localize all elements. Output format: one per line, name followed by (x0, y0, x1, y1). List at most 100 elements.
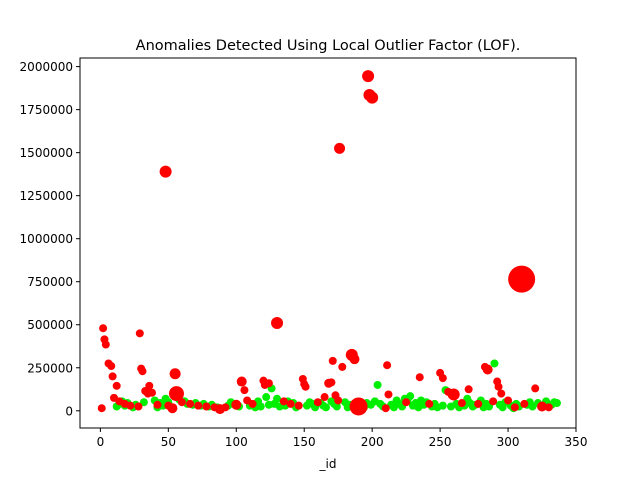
outlier-point (537, 401, 548, 412)
outlier-point (544, 403, 553, 412)
outlier-point (402, 398, 411, 407)
x-axis: 0 50 100 150 200 250 300 350 (97, 428, 588, 449)
y-tick-label: 500000 (27, 318, 73, 332)
outlier-point (510, 403, 519, 412)
outlier-point (240, 386, 249, 395)
outlier-point (366, 91, 379, 104)
inlier-point (373, 380, 382, 389)
outlier-point (169, 368, 181, 380)
outlier-point (153, 400, 162, 409)
inlier-point (139, 398, 148, 407)
x-tick-label: 150 (293, 435, 316, 449)
outlier-point (328, 356, 337, 365)
outlier-point (236, 376, 247, 387)
chart-title: Anomalies Detected Using Local Outlier F… (136, 38, 521, 54)
x-tick-label: 100 (225, 435, 248, 449)
outlier-point (148, 388, 157, 397)
outlier-point (97, 404, 106, 413)
y-tick-label: 0 (65, 404, 73, 418)
outlier-point (248, 399, 257, 408)
outlier-point (362, 70, 375, 83)
outlier-point (504, 396, 513, 405)
outlier-point (482, 364, 493, 375)
outlier-point (167, 403, 178, 414)
y-tick-label: 1250000 (20, 189, 73, 203)
outlier-point (457, 399, 466, 408)
outlier-point (159, 165, 172, 178)
outlier-point (134, 402, 143, 411)
outlier-point (138, 367, 147, 376)
x-tick-label: 200 (361, 435, 384, 449)
inlier-point (256, 402, 265, 411)
y-tick-label: 750000 (27, 275, 73, 289)
outlier-point (264, 379, 273, 388)
outlier-point (107, 362, 116, 371)
outlier-point (489, 397, 498, 406)
inlier-point (438, 401, 447, 410)
inlier-point (490, 359, 499, 368)
outlier-point (145, 381, 154, 390)
outlier-point (194, 401, 203, 410)
inlier-point (332, 402, 341, 411)
outlier-point (294, 401, 303, 410)
outlier-point (381, 404, 390, 413)
outlier-point (415, 373, 424, 382)
outlier-point (349, 354, 360, 365)
outlier-point (508, 265, 536, 293)
outlier-point (425, 399, 434, 408)
outlier-point (313, 398, 322, 407)
x-tick-label: 50 (161, 435, 176, 449)
outlier-point (271, 317, 284, 330)
y-tick-label: 250000 (27, 361, 73, 375)
inlier-point (273, 394, 282, 403)
outlier-point (334, 142, 346, 154)
inlier-point (321, 403, 330, 412)
x-tick-label: 300 (497, 435, 520, 449)
outlier-point (101, 340, 110, 349)
outlier-point (438, 374, 447, 383)
outlier-point (221, 403, 230, 412)
x-axis-label: _id (319, 457, 337, 471)
outlier-point (334, 396, 343, 405)
x-tick-label: 0 (97, 435, 105, 449)
outlier-point (383, 361, 392, 370)
y-tick-label: 1500000 (20, 146, 73, 160)
axes-frame (79, 57, 577, 429)
outlier-point (112, 381, 121, 390)
points-layer (97, 70, 561, 416)
outlier-point (231, 399, 242, 410)
outlier-point (531, 384, 540, 393)
outlier-point (126, 401, 135, 410)
outlier-point (464, 385, 473, 394)
outlier-point (99, 324, 108, 333)
outlier-point (301, 382, 310, 391)
y-tick-label: 1750000 (20, 103, 73, 117)
outlier-point (202, 402, 211, 411)
inlier-point (552, 399, 561, 408)
y-tick-label: 2000000 (20, 60, 73, 74)
outlier-point (349, 397, 368, 416)
outlier-point (135, 329, 144, 338)
outlier-point (108, 372, 117, 381)
x-tick-label: 250 (429, 435, 452, 449)
y-tick-label: 1000000 (20, 232, 73, 246)
y-axis: 0 250000 500000 750000 1000000 1250000 1500000… (20, 60, 80, 418)
outlier-point (494, 382, 503, 391)
outlier-point (279, 397, 288, 406)
x-tick-label: 350 (565, 435, 588, 449)
outlier-point (497, 389, 506, 398)
inlier-point (406, 392, 415, 401)
outlier-point (384, 390, 393, 399)
outlier-point (168, 386, 184, 402)
outlier-point (520, 399, 529, 408)
outlier-point (186, 399, 195, 408)
inlier-point (262, 393, 271, 402)
outlier-point (447, 388, 460, 401)
outlier-point (320, 393, 329, 402)
outlier-point (327, 378, 336, 387)
outlier-point (338, 362, 347, 371)
outlier-point (177, 398, 186, 407)
outlier-point (286, 399, 295, 408)
outlier-point (474, 399, 483, 408)
